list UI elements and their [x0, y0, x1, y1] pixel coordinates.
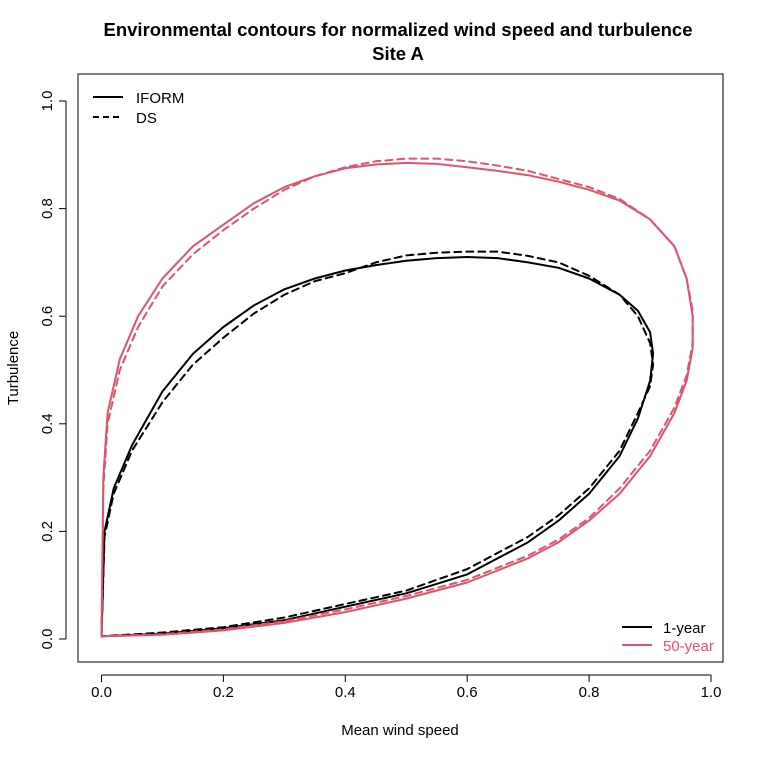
- x-axis: 0.0 0.2 0.4 0.6 0.8 1.0: [91, 674, 722, 701]
- x-tick-label: 0.0: [91, 684, 112, 701]
- legend-label-1-year: 1-year: [663, 620, 706, 637]
- x-tick-label: 0.6: [457, 684, 478, 701]
- legend-label-iform: IFORM: [136, 90, 184, 107]
- series-line-50-year-ds: [100, 157, 694, 638]
- series-layer: [100, 157, 694, 638]
- x-tick-label: 1.0: [701, 684, 722, 701]
- chart-title: Environmental contours for normalized wi…: [104, 19, 693, 40]
- y-tick-label: 0.2: [39, 521, 56, 542]
- y-axis: 0.0 0.2 0.4 0.6 0.8 1.0: [39, 91, 67, 650]
- method-legend: IFORM DS: [93, 90, 184, 127]
- plot-frame: [77, 73, 724, 663]
- x-tick-label: 0.4: [335, 684, 356, 701]
- legend-label-50-year: 50-year: [663, 638, 714, 655]
- y-tick-label: 0.0: [39, 629, 56, 650]
- y-axis-label: Turbulence: [5, 331, 22, 406]
- series-line-1-year-iform: [100, 256, 655, 638]
- series-line-50-year-iform: [100, 161, 694, 638]
- series-line-1-year-ds: [100, 250, 655, 638]
- y-tick-label: 1.0: [39, 91, 56, 112]
- legend-label-ds: DS: [136, 110, 157, 127]
- x-axis-label: Mean wind speed: [341, 722, 459, 739]
- x-tick-label: 0.8: [579, 684, 600, 701]
- y-tick-label: 0.4: [39, 413, 56, 434]
- period-legend: 1-year 50-year: [622, 620, 714, 655]
- x-tick-label: 0.2: [213, 684, 234, 701]
- chart-subtitle: Site A: [372, 43, 424, 64]
- y-tick-label: 0.8: [39, 198, 56, 219]
- y-tick-label: 0.6: [39, 306, 56, 327]
